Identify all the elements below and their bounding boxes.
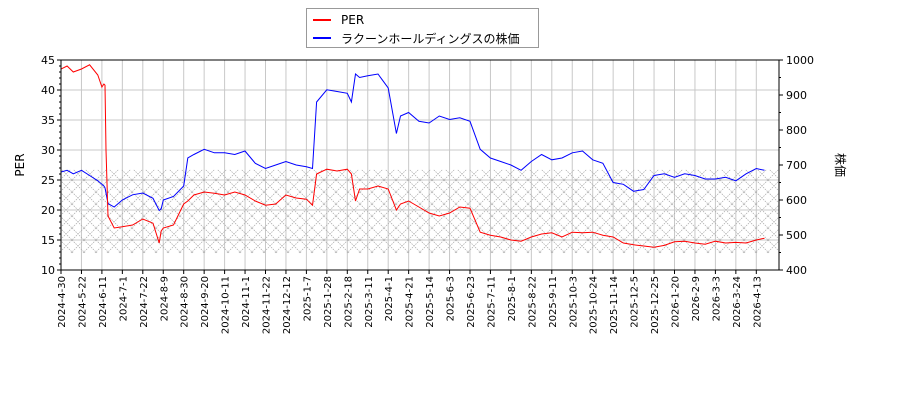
y2-tick-label: 800	[786, 124, 807, 137]
x-tick-label: 2024-11-1	[241, 276, 252, 328]
y-tick-label: 45	[41, 54, 55, 67]
hatched-band	[61, 169, 779, 254]
x-tick-label: 2025-1-28	[323, 276, 334, 328]
y-tick-label: 20	[41, 204, 55, 217]
x-tick-label: 2024-8-9	[159, 276, 170, 321]
x-tick-label: 2026-3-24	[732, 276, 743, 328]
x-tick-label: 2024-8-30	[180, 276, 191, 328]
y2-tick-label: 400	[786, 264, 807, 277]
x-tick-label: 2024-7-22	[139, 276, 150, 328]
x-tick-label: 2024-7-1	[118, 276, 129, 321]
x-tick-label: 2025-12-25	[650, 276, 661, 334]
x-tick-label: 2026-4-13	[752, 276, 763, 328]
x-tick-label: 2025-2-18	[343, 276, 354, 328]
y-tick-label: 10	[41, 264, 55, 277]
series-lines	[61, 64, 765, 248]
left-y-axis: 10 15 20 25 30 35 40 45	[41, 54, 61, 277]
x-tick-label: 2024-6-11	[98, 276, 109, 328]
y-tick-label: 30	[41, 144, 55, 157]
legend-label: PER	[341, 13, 365, 27]
y-tick-label: 15	[41, 234, 55, 247]
x-axis: 2024-4-30 2024-5-22 2024-6-11 2024-7-1 2024-…	[57, 270, 763, 334]
legend-swatch-blue	[313, 37, 331, 39]
legend-swatch-red	[313, 19, 331, 21]
x-tick-label: 2024-10-11	[221, 276, 232, 334]
x-tick-label: 2025-4-21	[405, 276, 416, 328]
x-tick-label: 2024-4-30	[57, 276, 68, 328]
y2-tick-label: 700	[786, 159, 807, 172]
x-tick-label: 2025-6-3	[446, 276, 457, 321]
x-tick-label: 2025-11-14	[609, 276, 620, 334]
right-y-axis: 400 500 600 700 800 900 1000	[779, 54, 814, 277]
x-tick-label: 2026-2-9	[691, 276, 702, 321]
x-tick-label: 2025-10-3	[568, 276, 579, 328]
y2-tick-label: 500	[786, 229, 807, 242]
y2-tick-label: 900	[786, 89, 807, 102]
x-tick-label: 2025-12-5	[630, 276, 641, 328]
x-tick-label: 2025-1-7	[302, 276, 313, 321]
x-tick-label: 2024-11-22	[262, 276, 273, 334]
x-tick-label: 2026-3-3	[711, 276, 722, 321]
y2-tick-label: 1000	[786, 54, 814, 67]
x-tick-label: 2025-10-24	[589, 276, 600, 334]
x-tick-label: 2024-5-22	[77, 276, 88, 328]
per-line	[61, 64, 765, 248]
x-tick-label: 2025-5-14	[425, 276, 436, 328]
x-tick-label: 2025-8-1	[507, 276, 518, 321]
right-axis-label: 株価	[833, 153, 848, 177]
y2-tick-label: 600	[786, 194, 807, 207]
stock-price-line	[61, 73, 765, 212]
legend-item-per: PER	[313, 12, 364, 28]
x-tick-label: 2025-6-23	[466, 276, 477, 328]
x-tick-label: 2025-4-1	[384, 276, 395, 321]
y-tick-label: 35	[41, 114, 55, 127]
y-tick-label: 25	[41, 174, 55, 187]
legend: PER ラクーンホールディングスの株価	[306, 8, 539, 48]
x-tick-label: 2024-9-20	[200, 276, 211, 328]
y-tick-label: 40	[41, 84, 55, 97]
x-tick-label: 2025-9-11	[548, 276, 559, 328]
left-axis-label: PER	[13, 153, 27, 176]
x-tick-label: 2025-3-11	[364, 276, 375, 328]
x-tick-label: 2024-12-12	[282, 276, 293, 334]
legend-label: ラクーンホールディングスの株価	[341, 31, 520, 46]
legend-item-stock-price: ラクーンホールディングスの株価	[313, 30, 520, 46]
x-tick-label: 2025-8-22	[527, 276, 538, 328]
x-tick-label: 2025-7-11	[486, 276, 497, 328]
x-tick-label: 2026-1-20	[671, 276, 682, 328]
